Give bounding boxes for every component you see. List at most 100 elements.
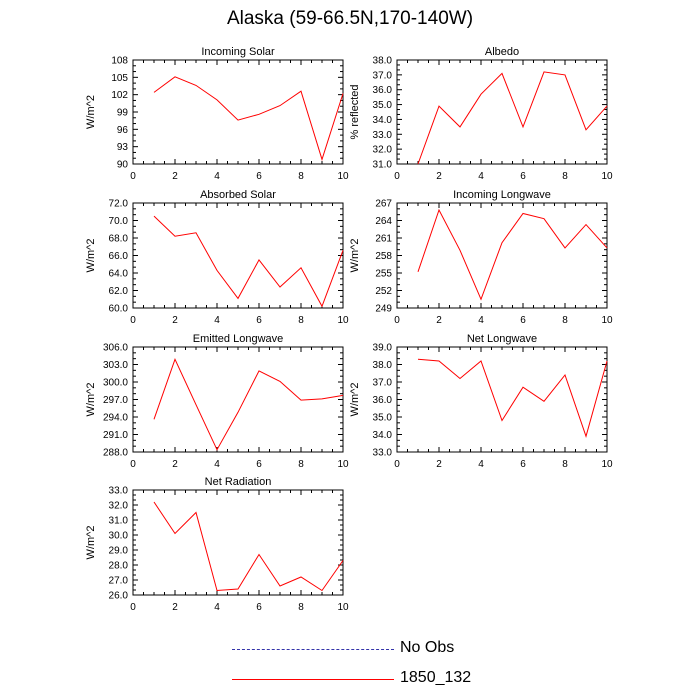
x-tick-label: 2: [436, 315, 442, 326]
x-tick-label: 8: [298, 315, 304, 326]
y-tick-label: 303.0: [103, 360, 128, 371]
x-tick-label: 8: [298, 171, 304, 182]
y-tick-label: 38.0: [373, 360, 393, 371]
x-tick-label: 10: [337, 459, 349, 470]
chart-panel-6: Net Longwave W/m^2 0 2 4 6 8 10 33.0 34.0 35.0 36.0…: [349, 333, 613, 470]
y-tick-label: 261: [375, 234, 392, 245]
x-tick-label: 8: [298, 459, 304, 470]
y-tick-label: 34.0: [373, 115, 393, 126]
y-tick-label: 96: [117, 125, 129, 136]
x-tick-label: 2: [172, 171, 178, 182]
x-tick-label: 8: [562, 171, 568, 182]
x-tick-label: 8: [298, 602, 304, 613]
y-tick-label: 300.0: [103, 378, 128, 389]
y-tick-label: 258: [375, 251, 392, 262]
y-tick-label: 32.0: [373, 145, 393, 156]
legend: No Obs 1850_132: [228, 636, 528, 696]
panel-title: Albedo: [485, 46, 519, 58]
x-tick-label: 10: [337, 602, 349, 613]
series-line-1: [417, 208, 608, 301]
y-tick-label: 36.0: [373, 85, 393, 96]
chart-panel-5: Emitted Longwave W/m^2 0 2 4 6 8 10 288.0 291.0 29…: [85, 333, 349, 470]
y-tick-label: 31.0: [373, 160, 393, 171]
x-tick-label: 0: [130, 602, 136, 613]
y-tick-label: 306.0: [103, 343, 128, 354]
series-line-1: [417, 71, 608, 165]
y-tick-label: 36.0: [373, 395, 393, 406]
x-tick-label: 2: [436, 171, 442, 182]
series-line-1: [153, 215, 344, 308]
y-tick-label: 30.0: [109, 531, 129, 542]
y-tick-label: 93: [117, 142, 129, 153]
y-tick-label: 297.0: [103, 395, 128, 406]
y-tick-label: 99: [117, 108, 129, 119]
y-axis-label: W/m^2: [349, 239, 361, 273]
y-tick-label: 255: [375, 269, 392, 280]
y-tick-label: 108: [111, 56, 128, 67]
legend-label-obs: No Obs: [400, 639, 455, 656]
legend-swatch-obs: [232, 649, 394, 650]
x-tick-label: 6: [520, 171, 526, 182]
series-line-1: [153, 76, 344, 162]
y-tick-label: 29.0: [109, 546, 129, 557]
x-tick-label: 0: [130, 171, 136, 182]
x-tick-label: 2: [172, 602, 178, 613]
y-tick-label: 37.0: [373, 378, 393, 389]
x-tick-label: 6: [520, 459, 526, 470]
x-tick-label: 0: [130, 459, 136, 470]
x-tick-label: 4: [214, 315, 220, 326]
y-axis-label: % reflected: [349, 84, 361, 139]
x-tick-label: 10: [601, 459, 613, 470]
x-tick-label: 10: [601, 315, 613, 326]
chart-panel-7: Net Radiation W/m^2 0 2 4 6 8 10 26.0 27.0 28.0 29.…: [85, 476, 349, 613]
page-title: Alaska (59-66.5N,170-140W): [226, 8, 474, 29]
panel-title: Emitted Longwave: [193, 333, 284, 345]
x-tick-label: 2: [172, 315, 178, 326]
y-tick-label: 252: [375, 286, 392, 297]
y-tick-label: 105: [111, 73, 128, 84]
series-line-1: [153, 357, 344, 451]
chart-panel-3: Absorbed Solar W/m^2 0 2 4 6 8 10 60.0 62.0 64.0 66…: [85, 189, 349, 326]
plot-frame: [132, 59, 344, 165]
y-tick-label: 33.0: [373, 130, 393, 141]
x-tick-label: 6: [256, 315, 262, 326]
chart-panel-4: Incoming Longwave W/m^2 0 2 4 6 8 10 249 252 255 25…: [349, 189, 613, 326]
x-tick-label: 4: [214, 459, 220, 470]
x-tick-label: 0: [130, 315, 136, 326]
chart-panel-1: Incoming Solar W/m^2 0 2 4 6 8 10 90 93 96 99 102 105…: [85, 46, 349, 182]
x-tick-label: 2: [436, 459, 442, 470]
plot-frame: [132, 489, 344, 596]
y-tick-label: 90: [117, 160, 129, 171]
panel-title: Absorbed Solar: [200, 189, 276, 201]
y-axis-label: W/m^2: [349, 383, 361, 417]
y-tick-label: 64.0: [109, 269, 129, 280]
y-tick-label: 34.0: [373, 430, 393, 441]
x-tick-label: 4: [478, 315, 484, 326]
y-tick-label: 294.0: [103, 413, 128, 424]
y-tick-label: 68.0: [109, 234, 129, 245]
y-tick-label: 39.0: [373, 343, 393, 354]
y-tick-label: 27.0: [109, 576, 129, 587]
x-tick-label: 6: [256, 602, 262, 613]
panel-title: Incoming Solar: [201, 46, 275, 58]
y-tick-label: 31.0: [109, 516, 129, 527]
x-tick-label: 6: [256, 171, 262, 182]
y-tick-label: 66.0: [109, 251, 129, 262]
plot-frame: [396, 202, 608, 309]
y-tick-label: 70.0: [109, 216, 129, 227]
plot-frame: [132, 202, 344, 309]
y-tick-label: 33.0: [373, 448, 393, 459]
y-tick-label: 33.0: [109, 486, 129, 497]
series-line-1: [153, 501, 344, 592]
panel-title: Net Radiation: [205, 476, 272, 488]
x-tick-label: 4: [214, 602, 220, 613]
plot-frame: [396, 59, 608, 165]
y-tick-label: 291.0: [103, 430, 128, 441]
y-tick-label: 35.0: [373, 100, 393, 111]
legend-item-model: 1850_132: [228, 666, 528, 692]
x-tick-label: 6: [256, 459, 262, 470]
y-tick-label: 264: [375, 216, 392, 227]
y-tick-label: 288.0: [103, 448, 128, 459]
x-tick-label: 10: [337, 171, 349, 182]
